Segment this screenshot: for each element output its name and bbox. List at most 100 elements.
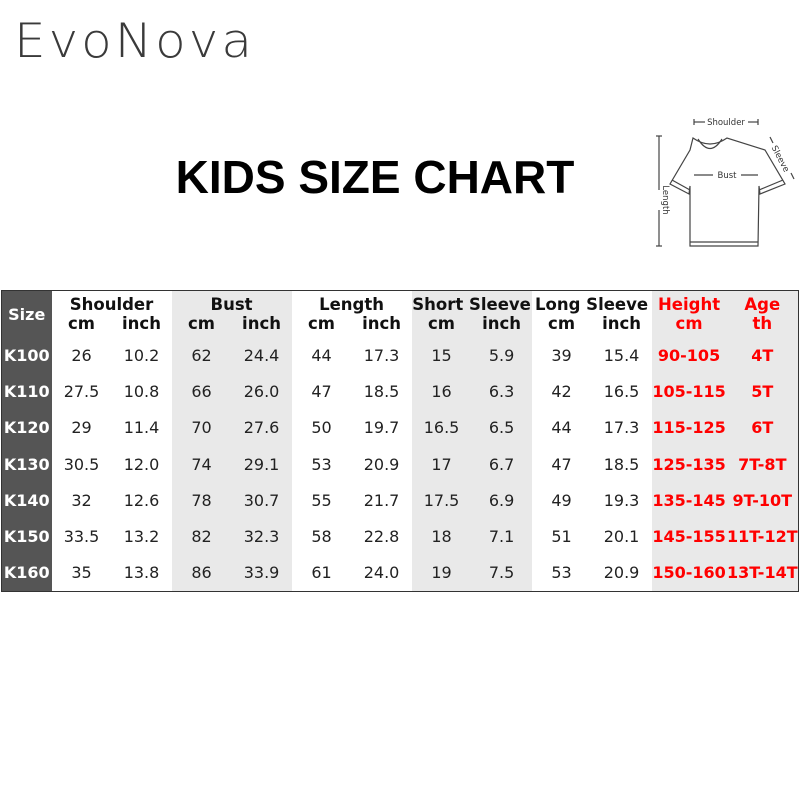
header-row-units: cm inch cm inch cm inch cm inch cm inch cm th <box>2 314 799 337</box>
group-header: Short Sleeve <box>411 290 532 314</box>
table-cell: 33.9 <box>231 554 292 592</box>
table-row: K130 30.5 12.0 74 29.1 53 20.9 17 6.7 47 18.5 125-1… <box>1 445 799 483</box>
unit-header: cm <box>68 314 95 333</box>
table-cell: 7.1 <box>471 518 532 555</box>
shoulder-label: Shoulder <box>707 118 745 128</box>
table-row: K150 33.5 13.2 82 32.3 58 22.8 18 7.1 51 20.1 145-1… <box>1 518 799 555</box>
table-cell: 18 <box>411 518 472 555</box>
table-cell: 32.3 <box>231 518 292 555</box>
table-cell: 15.4 <box>603 345 640 365</box>
table-cell: 16.5 <box>411 409 472 446</box>
table-row: K110 27.5 10.8 66 26.0 47 18.5 16 6.3 42 16.5 105-1… <box>1 373 799 410</box>
unit-header: inch <box>471 314 532 337</box>
unit-header: cm <box>651 314 727 337</box>
table-cell: 11.4 <box>123 418 160 438</box>
table-cell: 145-155 <box>651 518 727 555</box>
sleeve-label: Sleeve <box>769 144 791 174</box>
table-cell: 44 <box>551 418 572 438</box>
table-cell: 82 <box>171 518 232 555</box>
table-cell: 4T <box>726 337 799 374</box>
unit-header: cm <box>308 314 336 333</box>
table-cell: 11T-12T <box>726 518 799 555</box>
group-header: Bust <box>171 290 292 314</box>
table-cell: 39 <box>551 345 572 365</box>
table-cell: 12.0 <box>123 454 160 474</box>
table-cell: 26.0 <box>231 373 292 410</box>
table-cell: 19.7 <box>363 418 400 438</box>
table-cell: 42 <box>551 381 572 401</box>
unit-header: th <box>726 314 799 337</box>
table-cell: 27.5 <box>63 381 100 401</box>
table-cell: 13.2 <box>123 527 160 547</box>
table-cell: 115-125 <box>651 409 727 446</box>
table-cell: 10.2 <box>123 345 160 365</box>
table-cell: 6.7 <box>471 445 532 483</box>
table-row: K100 26 10.2 62 24.4 44 17.3 15 5.9 39 15.4 90-105 4… <box>1 337 799 374</box>
table-cell: 29.1 <box>231 445 292 483</box>
table-cell: 32 <box>71 490 92 510</box>
table-cell: 86 <box>171 554 232 592</box>
group-header: Shoulder <box>69 295 154 314</box>
table-cell: 13T-14T <box>726 554 799 592</box>
unit-header: inch <box>362 314 401 333</box>
table-cell: 6.3 <box>471 373 532 410</box>
table-cell: 29 <box>71 418 92 438</box>
table-cell: 9T-10T <box>726 482 799 519</box>
table-cell: 16.5 <box>603 381 640 401</box>
table-cell: 24.0 <box>363 563 400 583</box>
table-cell: 78 <box>171 482 232 519</box>
table-cell: 7.5 <box>471 554 532 592</box>
table-cell: 150-160 <box>651 554 727 592</box>
table-cell: 58 <box>311 527 332 547</box>
header-row-groups: Size Shoulder Bust Length Short Sleeve Long S… <box>1 290 799 337</box>
table-cell: 66 <box>171 373 232 410</box>
table-cell: 17 <box>411 445 472 483</box>
table-cell: 105-115 <box>651 373 727 410</box>
brand-logo: EvoNova <box>14 13 255 69</box>
unit-header: inch <box>122 314 161 333</box>
table-cell: 61 <box>311 563 332 583</box>
table-cell: 44 <box>311 345 332 365</box>
page-title: KIDS SIZE CHART <box>175 151 575 203</box>
size-header: Size <box>1 290 52 337</box>
table-cell: 18.5 <box>603 454 640 474</box>
table-cell: 70 <box>171 409 232 446</box>
table-cell: 15 <box>411 337 472 374</box>
table-cell: 7T-8T <box>726 445 799 483</box>
table-cell: 74 <box>171 445 232 483</box>
group-header: Length <box>319 295 384 314</box>
size-cell: K100 <box>1 337 52 374</box>
table-cell: 10.8 <box>123 381 160 401</box>
group-header: Height <box>651 290 727 314</box>
size-cell: K110 <box>1 373 52 410</box>
size-cell: K140 <box>1 482 52 519</box>
table-cell: 26 <box>71 345 92 365</box>
table-cell: 35 <box>71 563 92 583</box>
table-cell: 90-105 <box>651 337 727 374</box>
table-cell: 49 <box>551 490 572 510</box>
table-row: K160 35 13.8 86 33.9 61 24.0 19 7.5 53 20.9 150-160… <box>1 554 799 592</box>
unit-header: inch <box>602 314 642 333</box>
group-header: Age <box>726 290 799 314</box>
unit-header: inch <box>231 314 292 337</box>
table-cell: 6.5 <box>471 409 532 446</box>
table-cell: 53 <box>551 563 572 583</box>
table-cell: 30.7 <box>231 482 292 519</box>
tshirt-measurement-diagram: Shoulder Bust Length Sleeve <box>656 118 795 247</box>
length-label: Length <box>660 185 670 214</box>
table-cell: 17.3 <box>363 345 400 365</box>
table-cell: 47 <box>311 381 332 401</box>
table-row: K120 29 11.4 70 27.6 50 19.7 16.5 6.5 44 17.3 115-1… <box>1 409 799 446</box>
table-cell: 62 <box>171 337 232 374</box>
table-cell: 21.7 <box>363 490 400 510</box>
table-cell: 33.5 <box>63 527 100 547</box>
unit-header: cm <box>548 314 576 333</box>
table-cell: 5T <box>726 373 799 410</box>
table-cell: 19.3 <box>603 490 640 510</box>
size-cell: K130 <box>1 445 52 483</box>
table-cell: 18.5 <box>363 381 400 401</box>
table-cell: 50 <box>311 418 332 438</box>
table-cell: 22.8 <box>363 527 400 547</box>
table-row: K140 32 12.6 78 30.7 55 21.7 17.5 6.9 49 19.3 135-1… <box>1 482 799 519</box>
table-cell: 125-135 <box>651 445 727 483</box>
